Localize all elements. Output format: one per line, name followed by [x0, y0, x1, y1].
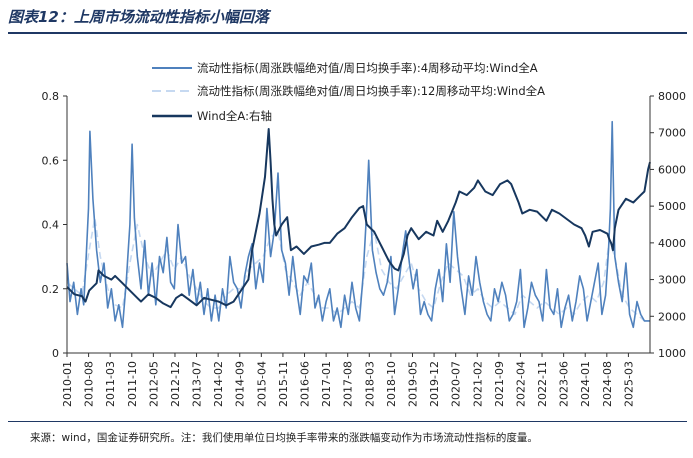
y-left-tick-label: 0: [52, 347, 59, 360]
title-rule: [8, 32, 687, 34]
y-left-tick-label: 0.8: [42, 90, 60, 103]
x-tick-label: 2018-10: [385, 361, 398, 407]
series-line-2: [66, 217, 650, 322]
x-tick-label: 2011-10: [126, 361, 139, 407]
y-left-tick-label: 0.2: [42, 283, 60, 296]
x-tick-label: 2013-07: [191, 361, 204, 407]
x-tick-label: 2020-07: [450, 361, 463, 407]
y-right-tick-label: 5000: [658, 200, 686, 213]
y-left-tick-label: 0.4: [42, 219, 60, 232]
x-tick-label: 2018-03: [363, 361, 376, 407]
y-right-tick-label: 2000: [658, 310, 686, 323]
x-tick-label: 2012-12: [169, 361, 182, 407]
x-tick-label: 2017-01: [320, 361, 333, 407]
x-tick-label: 2023-06: [558, 361, 571, 407]
y-right-tick-label: 7000: [658, 127, 686, 140]
y-left-tick-label: 0.6: [42, 154, 60, 167]
x-tick-label: 2010-01: [61, 361, 74, 407]
plot-area: [66, 120, 651, 329]
x-tick-label: 2025-03: [622, 361, 635, 407]
y-right-tick-label: 6000: [658, 163, 686, 176]
y-right-tick-label: 8000: [658, 90, 686, 103]
legend-label-1: 流动性指标(周涨跌幅绝对值/周日均换手率):4周移动平均:Wind全A: [197, 61, 538, 75]
x-tick-label: 2021-02: [471, 361, 484, 407]
x-tick-label: 2010-08: [83, 361, 96, 407]
legend: 流动性指标(周涨跌幅绝对值/周日均换手率):4周移动平均:Wind全A 流动性指标…: [152, 61, 545, 123]
x-tick-label: 2012-05: [147, 361, 160, 407]
source-rule: [8, 421, 687, 422]
x-tick-label: 2022-11: [536, 361, 549, 407]
x-tick-label: 2011-03: [104, 361, 117, 407]
figure-title: 图表12：上周市场流动性指标小幅回落: [8, 8, 269, 26]
x-tick-label: 2024-01: [579, 361, 592, 407]
x-tick-label: 2019-05: [406, 361, 419, 407]
x-tick-label: 2014-09: [234, 361, 247, 407]
x-tick-label: 2015-11: [277, 361, 290, 407]
y-right-tick-label: 1000: [658, 347, 686, 360]
x-tick-label: 2019-12: [428, 361, 441, 407]
x-tick-label: 2015-04: [255, 361, 268, 407]
chart: 流动性指标(周涨跌幅绝对值/周日均换手率):4周移动平均:Wind全A 流动性指标…: [42, 61, 687, 407]
x-tick-label: 2024-08: [601, 361, 614, 407]
legend-label-3: Wind全A:右轴: [197, 109, 272, 123]
x-tick-label: 2017-08: [342, 361, 355, 407]
x-tick-label: 2016-06: [299, 361, 312, 407]
x-tick-label: 2021-09: [493, 361, 506, 407]
source-note: 来源：wind，国金证券研究所。注：我们使用单位日均换手率带来的涨跌幅变动作为市…: [30, 432, 538, 444]
y-right-tick-label: 4000: [658, 237, 686, 250]
series-line-3: [66, 128, 651, 309]
axes: 0 0.2 0.4 0.6 0.8 1000 2000 3000 4000 5000 6000 700…: [42, 90, 687, 407]
y-right-tick-label: 3000: [658, 274, 686, 287]
x-tick-label: 2022-04: [514, 361, 527, 407]
legend-label-2: 流动性指标(周涨跌幅绝对值/周日均换手率):12周移动平均:Wind全A: [197, 84, 545, 98]
x-tick-label: 2014-02: [212, 361, 225, 407]
series-line-1: [66, 120, 650, 329]
